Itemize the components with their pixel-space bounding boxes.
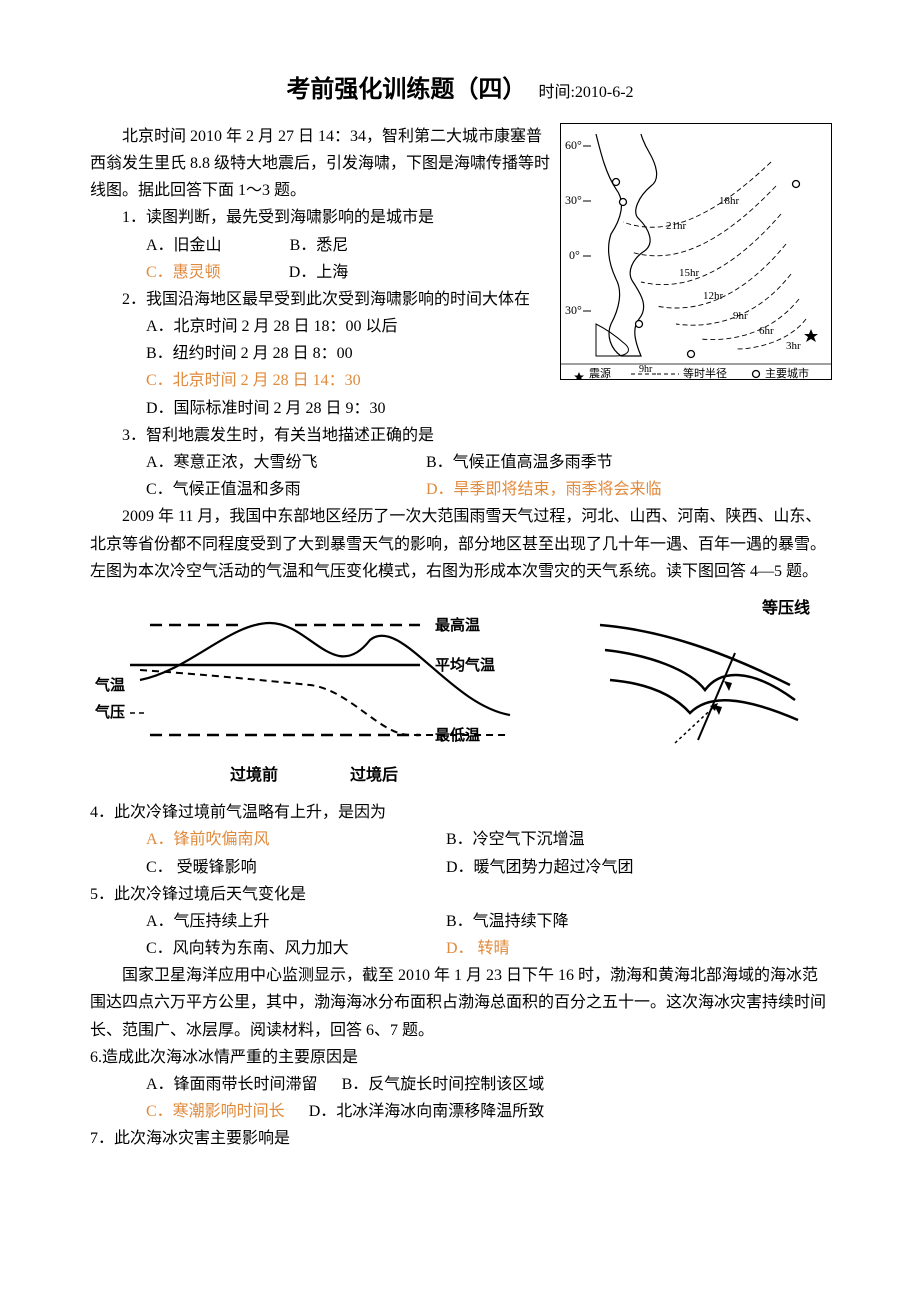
legend-city-icon [753, 370, 760, 377]
q2-text: 2．我国沿海地区最早受到此次受到海啸影响的时间大体在 [122, 291, 530, 308]
q1-a: A．旧金山 [146, 237, 222, 254]
q2-b: B．纽约时间 2 月 28 日 8：00 [90, 340, 552, 367]
press-axis-label: 气压 [94, 703, 125, 721]
section-1-text: 北京时间 2010 年 2 月 27 日 14：34，智利第二大城市康塞普西翁发… [90, 123, 552, 449]
q3-a: A．寒意正浓，大雪纷飞 [146, 449, 426, 476]
temp-axis-label: 气温 [94, 676, 125, 694]
c-12hr: 12hr [703, 290, 724, 302]
q1-b: B．悉尼 [290, 237, 349, 254]
isobar-3 [610, 680, 798, 720]
q1-d: D．上海 [289, 264, 349, 281]
title-sub: 时间:2010-6-2 [538, 84, 633, 101]
q4-cd: C． 受暖锋影响 D．暖气团势力超过冷气团 [90, 854, 830, 881]
city-icon [793, 180, 800, 187]
legend-9hr: 9hr [639, 364, 653, 375]
intro-2: 2009 年 11 月，我国中东部地区经历了一次大范围雨雪天气过程，河北、山西、… [90, 503, 830, 585]
q1-opts-cd: C．惠灵顿 D．上海 [90, 259, 552, 286]
q5-c: C．风向转为东南、风力加大 [146, 935, 446, 962]
page-title: 考前强化训练题（四） 时间:2010-6-2 [90, 70, 830, 111]
q3-c: C．气候正值温和多雨 [146, 476, 426, 503]
q3: 3．智利地震发生时，有关当地描述正确的是 [90, 422, 552, 449]
q2-d: D．国际标准时间 2 月 28 日 9：30 [90, 395, 552, 422]
q4: 4．此次冷锋过境前气温略有上升，是因为 [90, 799, 830, 826]
q4-ab: A．锋前吹偏南风 B．冷空气下沉增温 [90, 826, 830, 853]
q4-a: A．锋前吹偏南风 [146, 826, 446, 853]
tsunami-map: 60° 30° 0° 30° 3hr 6hr 9hr 12hr 15hr [560, 123, 830, 403]
c-3hr: 3hr [786, 340, 801, 352]
q5-d: D． 转晴 [446, 935, 510, 962]
lat-30s: 30° [565, 303, 582, 317]
lat-30n: 30° [565, 193, 582, 207]
q4-d: D．暖气团势力超过冷气团 [446, 854, 634, 881]
q1-c: C．惠灵顿 [146, 264, 221, 281]
city-icon [636, 320, 643, 327]
q5-b: B．气温持续下降 [446, 908, 569, 935]
c-15hr: 15hr [679, 267, 700, 279]
city-icon [613, 178, 620, 185]
weather-system-chart: 等压线 [580, 595, 830, 774]
q3-d: D．旱季即将结束，雨季将会来临 [426, 476, 662, 503]
q6-c: C．寒潮影响时间长 [146, 1103, 285, 1120]
q6-d: D．北冰洋海冰向南漂移降温所致 [309, 1103, 545, 1120]
c-18hr: 18hr [719, 195, 740, 207]
q2: 2．我国沿海地区最早受到此次受到海啸影响的时间大体在 [90, 286, 552, 313]
spacer [289, 1103, 305, 1120]
q6-b: B．反气旋长时间控制该区域 [342, 1076, 545, 1093]
avg-temp-label: 平均气温 [435, 656, 495, 674]
q6-cd: C．寒潮影响时间长 D．北冰洋海冰向南漂移降温所致 [90, 1098, 830, 1125]
q7: 7．此次海冰灾害主要影响是 [90, 1125, 830, 1152]
q1: 1．读图判断，最先受到海啸影响的是城市是 [90, 204, 552, 231]
map-svg: 60° 30° 0° 30° 3hr 6hr 9hr 12hr 15hr [560, 123, 832, 380]
q5-ab: A．气压持续上升 B．气温持续下降 [90, 908, 830, 935]
spacer [322, 1076, 338, 1093]
chart-left-svg: 最高温 平均气温 最低温 气温 气压 过境前 过境后 [90, 595, 530, 790]
q6-ab: A．锋面雨带长时间滞留 B．反气旋长时间控制该区域 [90, 1071, 830, 1098]
q5-a: A．气压持续上升 [146, 908, 446, 935]
c-6hr: 6hr [759, 325, 774, 337]
max-temp-label: 最高温 [435, 616, 480, 634]
c-9hr: 9hr [733, 310, 748, 322]
front-tri-icon [724, 681, 732, 691]
city-icon [620, 198, 627, 205]
legend-star: 震源 [589, 366, 611, 380]
q4-b: B．冷空气下沉增温 [446, 826, 585, 853]
title-main: 考前强化训练题（四） [286, 77, 526, 103]
q1-opts-ab: A．旧金山 B．悉尼 [90, 232, 552, 259]
q2-a: A．北京时间 2 月 28 日 18：00 以后 [90, 313, 552, 340]
charts: 最高温 平均气温 最低温 气温 气压 过境前 过境后 等压线 [90, 595, 830, 799]
section-1: 北京时间 2010 年 2 月 27 日 14：34，智利第二大城市康塞普西翁发… [90, 123, 830, 449]
legend-contour: 等时半径 [683, 366, 727, 380]
city-icon [688, 350, 695, 357]
chart-right-svg: 等压线 [580, 595, 830, 765]
intro-3: 国家卫星海洋应用中心监测显示，截至 2010 年 1 月 23 日下午 16 时… [90, 962, 830, 1044]
q2-c: C．北京时间 2 月 28 日 14：30 [90, 367, 552, 394]
q6: 6.造成此次海冰冰情严重的主要原因是 [90, 1044, 830, 1071]
q3-cd: C．气候正值温和多雨 D．旱季即将结束，雨季将会来临 [90, 476, 830, 503]
isobar-1 [600, 625, 790, 685]
lat-0: 0° [569, 248, 580, 262]
press-curve [140, 670, 510, 735]
before-label: 过境前 [230, 765, 278, 784]
q3-b: B．气候正值高温多雨季节 [426, 449, 613, 476]
isobar-label: 等压线 [761, 598, 810, 617]
temp-press-chart: 最高温 平均气温 最低温 气温 气压 过境前 过境后 [90, 595, 530, 799]
front-line [698, 653, 735, 740]
q6-a: A．锋面雨带长时间滞留 [146, 1076, 318, 1093]
q5: 5．此次冷锋过境后天气变化是 [90, 881, 830, 908]
lat-60: 60° [565, 138, 582, 152]
after-label: 过境后 [350, 765, 398, 784]
q4-c: C． 受暖锋影响 [146, 854, 446, 881]
intro-1: 北京时间 2010 年 2 月 27 日 14：34，智利第二大城市康塞普西翁发… [90, 123, 552, 205]
q3-ab: A．寒意正浓，大雪纷飞 B．气候正值高温多雨季节 [90, 449, 830, 476]
q5-cd: C．风向转为东南、风力加大 D． 转晴 [90, 935, 830, 962]
c-21hr: 21hr [666, 220, 687, 232]
legend-city: 主要城市 [765, 366, 809, 380]
